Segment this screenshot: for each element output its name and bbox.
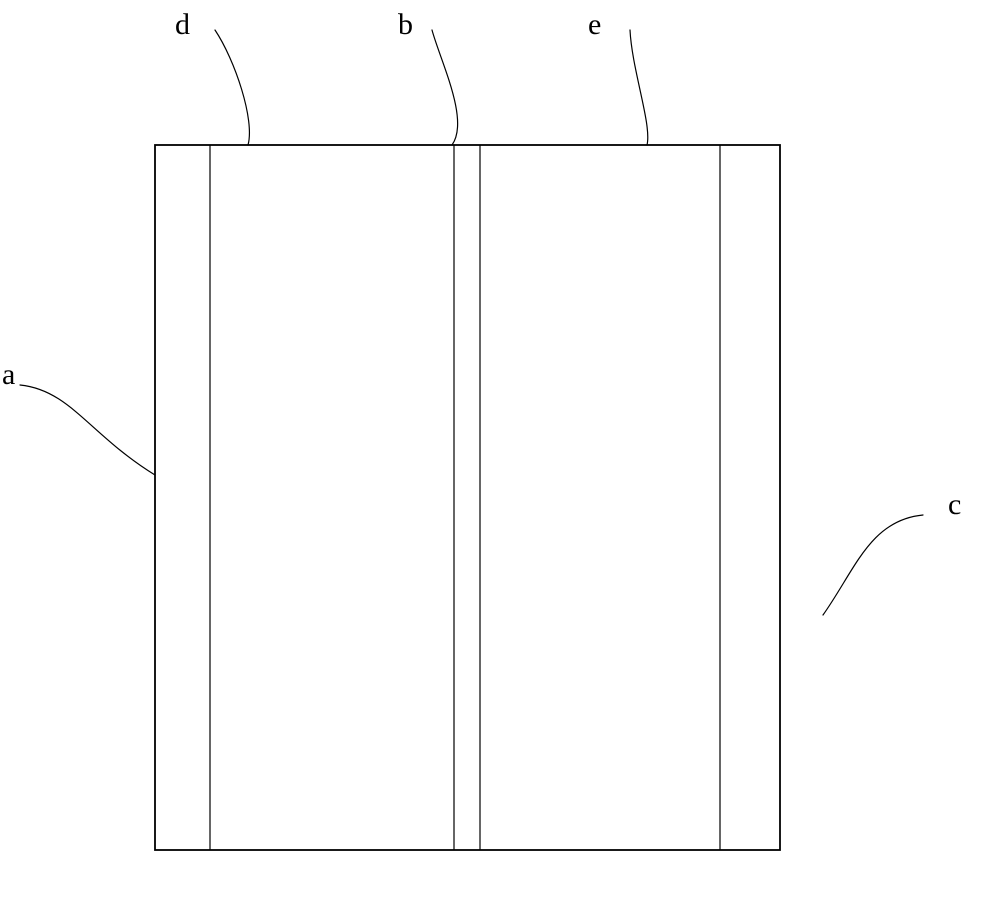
leader-b bbox=[432, 30, 458, 145]
leader-e bbox=[630, 30, 648, 145]
label-b: b bbox=[398, 10, 413, 40]
leader-a bbox=[20, 385, 155, 475]
leader-c bbox=[823, 515, 923, 615]
label-e: e bbox=[588, 10, 601, 40]
label-d: d bbox=[175, 10, 190, 40]
outer-rect bbox=[155, 145, 780, 850]
label-a: a bbox=[2, 360, 15, 390]
label-c: c bbox=[948, 490, 961, 520]
leader-d bbox=[215, 30, 249, 145]
